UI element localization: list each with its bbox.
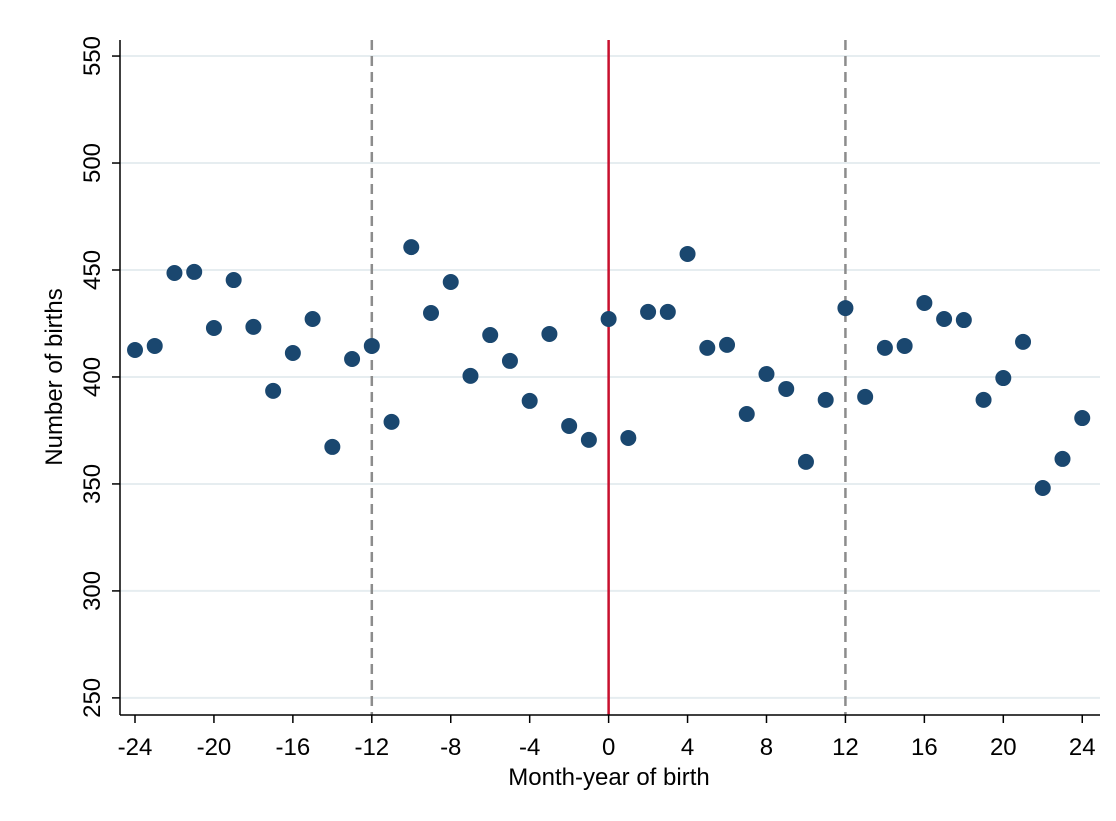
y-tick-label: 250 bbox=[79, 678, 106, 718]
point bbox=[699, 339, 716, 356]
point bbox=[561, 417, 578, 434]
point bbox=[679, 245, 696, 262]
point bbox=[462, 367, 479, 384]
point bbox=[126, 342, 143, 359]
point bbox=[324, 438, 341, 455]
point bbox=[896, 337, 913, 354]
point bbox=[580, 431, 597, 448]
point bbox=[501, 352, 518, 369]
point bbox=[955, 312, 972, 329]
y-tick-label: 450 bbox=[79, 250, 106, 290]
point bbox=[620, 429, 637, 446]
point bbox=[797, 453, 814, 470]
point bbox=[857, 388, 874, 405]
point bbox=[383, 413, 400, 430]
point bbox=[1034, 480, 1051, 497]
y-tick-label: 300 bbox=[79, 571, 106, 611]
point bbox=[600, 310, 617, 327]
point bbox=[225, 272, 242, 289]
y-tick-label: 400 bbox=[79, 357, 106, 397]
point bbox=[482, 327, 499, 344]
point bbox=[659, 303, 676, 320]
y-tick-label: 350 bbox=[79, 464, 106, 504]
point bbox=[738, 405, 755, 422]
point bbox=[423, 304, 440, 321]
x-tick-label: 24 bbox=[1069, 734, 1096, 761]
point bbox=[284, 345, 301, 362]
x-tick-label: 8 bbox=[760, 734, 773, 761]
point bbox=[837, 300, 854, 317]
x-tick-label: 4 bbox=[681, 734, 694, 761]
x-tick-label: -20 bbox=[197, 734, 232, 761]
point bbox=[1074, 410, 1091, 427]
point bbox=[521, 392, 538, 409]
point bbox=[304, 310, 321, 327]
x-tick-label: 20 bbox=[990, 734, 1017, 761]
x-tick-label: -8 bbox=[440, 734, 461, 761]
point bbox=[975, 391, 992, 408]
point bbox=[166, 264, 183, 281]
point bbox=[541, 325, 558, 342]
x-tick-label: -12 bbox=[354, 734, 389, 761]
x-axis-label: Month-year of birth bbox=[508, 764, 709, 791]
y-tick-label: 500 bbox=[79, 143, 106, 183]
point bbox=[265, 382, 282, 399]
point bbox=[936, 310, 953, 327]
point bbox=[916, 294, 933, 311]
point bbox=[817, 391, 834, 408]
point bbox=[344, 350, 361, 367]
x-tick-label: 0 bbox=[602, 734, 615, 761]
point bbox=[640, 303, 657, 320]
x-tick-label: 16 bbox=[911, 734, 938, 761]
point bbox=[245, 318, 262, 335]
point bbox=[403, 239, 420, 256]
x-tick-label: -16 bbox=[276, 734, 311, 761]
point bbox=[758, 365, 775, 382]
y-tick-label: 550 bbox=[79, 36, 106, 76]
point bbox=[876, 339, 893, 356]
point bbox=[363, 337, 380, 354]
x-tick-label: -24 bbox=[118, 734, 153, 761]
point bbox=[205, 319, 222, 336]
point bbox=[146, 337, 163, 354]
point bbox=[719, 336, 736, 353]
x-tick-label: 12 bbox=[832, 734, 859, 761]
point bbox=[186, 263, 203, 280]
point bbox=[442, 273, 459, 290]
point bbox=[995, 370, 1012, 387]
y-axis-label: Number of births bbox=[41, 288, 68, 465]
x-tick-label: -4 bbox=[519, 734, 540, 761]
point bbox=[778, 380, 795, 397]
point bbox=[1054, 450, 1071, 467]
point bbox=[1015, 333, 1032, 350]
